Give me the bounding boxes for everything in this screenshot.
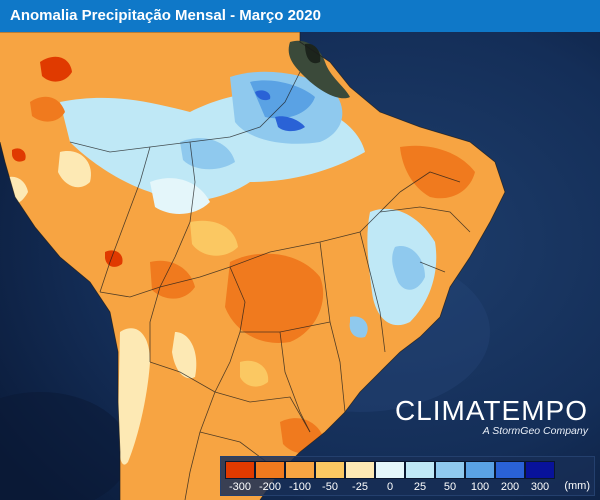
legend-swatch [465, 461, 495, 479]
legend-swatch [225, 461, 255, 479]
legend-label-row: -300 -200 -100 -50 -25 0 25 50 100 200 300 [221, 481, 596, 495]
legend-swatch [285, 461, 315, 479]
legend-label: -25 [352, 481, 368, 493]
climatempo-logo: CLIMATEMPO A StormGeo Company [395, 395, 588, 437]
legend-label: -300 [228, 481, 252, 493]
guiana-shadow [305, 43, 321, 64]
legend-swatch [435, 461, 465, 479]
legend-swatch [525, 461, 555, 479]
legend-label: -50 [322, 481, 338, 493]
legend-label: 0 [386, 481, 394, 493]
precipitation-anomaly-map [0, 32, 600, 500]
legend-label: -200 [258, 481, 282, 493]
country-borders [0, 32, 506, 500]
legend-swatch [375, 461, 405, 479]
legend-swatch [255, 461, 285, 479]
legend-swatch [345, 461, 375, 479]
french-guiana-region [288, 40, 350, 99]
legend-label: 100 [470, 481, 490, 493]
legend-label: 200 [500, 481, 520, 493]
legend-unit: (mm) [564, 480, 590, 492]
pacific-deep [0, 392, 130, 500]
brand-name: CLIMATEMPO [394, 395, 588, 426]
legend-swatch-row [225, 461, 555, 479]
anomaly-legend: -300 -200 -100 -50 -25 0 25 50 100 200 300 (mm) [220, 456, 595, 496]
legend-label: 25 [413, 481, 427, 493]
legend-swatch [495, 461, 525, 479]
map-title: Anomalia Precipitação Mensal - Março 202… [0, 0, 600, 32]
brand-tagline: A StormGeo Company [482, 425, 588, 437]
legend-label: -100 [288, 481, 312, 493]
legend-label: 300 [530, 481, 550, 493]
legend-swatch [315, 461, 345, 479]
legend-swatch [405, 461, 435, 479]
legend-label: 50 [443, 481, 457, 493]
